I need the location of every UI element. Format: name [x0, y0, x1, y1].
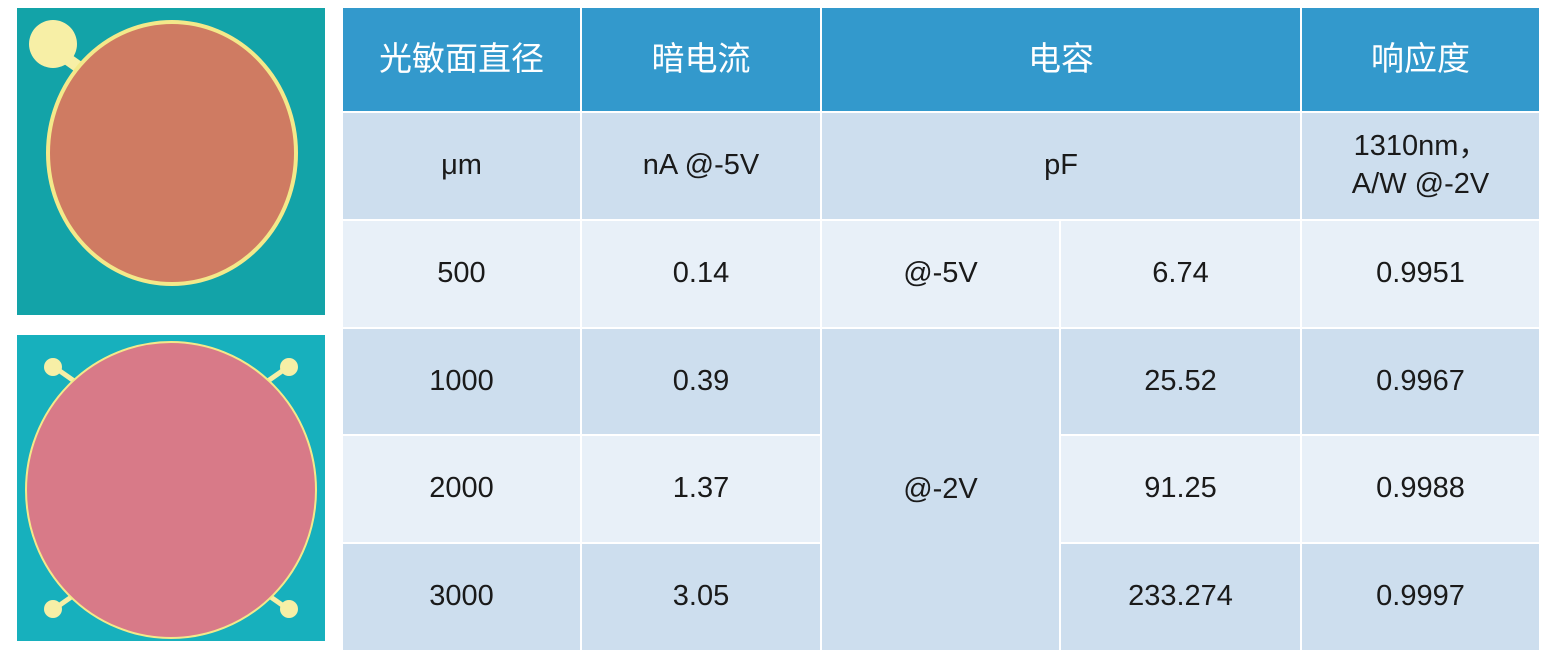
cell-responsivity: 0.9951: [1302, 221, 1539, 327]
header-diameter: 光敏面直径: [343, 8, 580, 111]
cell-diameter: 2000: [343, 436, 580, 542]
unit-capacitance: pF: [822, 113, 1300, 219]
cell-diameter: 3000: [343, 544, 580, 650]
cell-bias-2v: @-2V: [822, 329, 1059, 650]
cell-capacitance: 233.274: [1061, 544, 1300, 650]
cell-responsivity: 0.9997: [1302, 544, 1539, 650]
cell-diameter: 1000: [343, 329, 580, 434]
cell-capacitance: 6.74: [1061, 221, 1300, 327]
header-responsivity: 响应度: [1302, 8, 1539, 111]
unit-dark-current: nA @-5V: [582, 113, 820, 219]
cell-capacitance: 25.52: [1061, 329, 1300, 434]
unit-responsivity: 1310nm，A/W @-2V: [1302, 113, 1539, 219]
cell-capacitance: 91.25: [1061, 436, 1300, 542]
cell-diameter: 500: [343, 221, 580, 327]
cell-bias-5v: @-5V: [822, 221, 1059, 327]
photodetector-image-four-pad: [17, 335, 325, 641]
photodetector-image-single-pad: [17, 8, 325, 315]
cell-dark-current: 0.39: [582, 329, 820, 434]
spec-table: 光敏面直径 暗电流 电容 响应度 μm nA @-5V pF 1310nm，A/…: [343, 8, 1539, 650]
unit-diameter: μm: [343, 113, 580, 219]
cell-responsivity: 0.9967: [1302, 329, 1539, 434]
cell-dark-current: 0.14: [582, 221, 820, 327]
cell-dark-current: 1.37: [582, 436, 820, 542]
cell-responsivity: 0.9988: [1302, 436, 1539, 542]
header-dark-current: 暗电流: [582, 8, 820, 111]
header-capacitance: 电容: [822, 8, 1300, 111]
cell-dark-current: 3.05: [582, 544, 820, 650]
